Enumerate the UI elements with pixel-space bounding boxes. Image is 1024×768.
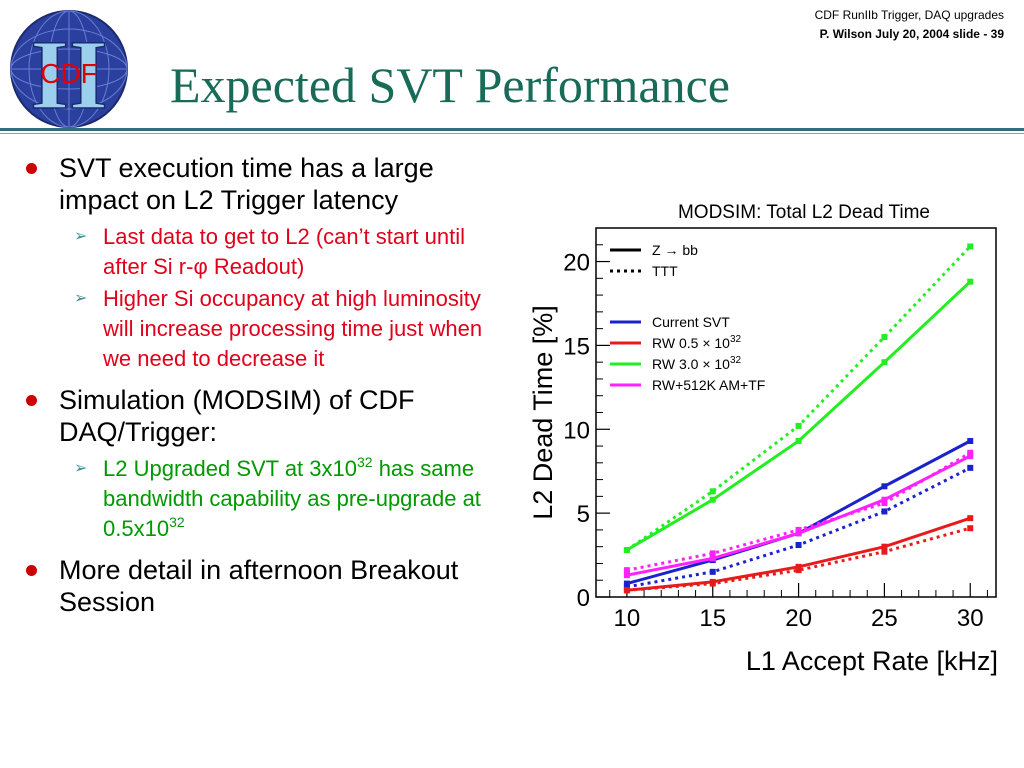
arrow-bullet-icon: ➢ (74, 460, 88, 477)
data-point (967, 278, 974, 285)
data-point (967, 243, 974, 250)
y-tick-label: 5 (577, 501, 590, 528)
bullet-item: SVT execution time has a large impact on… (22, 152, 512, 216)
data-point (881, 483, 888, 490)
legend-label: RW 0.5 × 1032 (652, 334, 742, 351)
bullet-dot-icon (26, 163, 37, 174)
data-point (795, 526, 802, 533)
data-point (795, 438, 802, 445)
y-axis-label: L2 Dead Time [%] (528, 305, 558, 520)
data-point (967, 438, 974, 445)
sub-bullet-item: ➢ Higher Si occupancy at high luminosity… (22, 284, 512, 374)
plot-frame (595, 227, 997, 598)
arrow-bullet-icon: ➢ (74, 290, 88, 307)
data-point (795, 422, 802, 429)
bullet-text: More detail in afternoon Breakout Sessio… (59, 555, 459, 617)
data-point (623, 547, 630, 554)
bullet-dot-icon (26, 565, 37, 576)
x-tick-label: 30 (957, 605, 984, 632)
data-point (881, 334, 888, 341)
data-point (967, 525, 974, 532)
arrow-bullet-icon: ➢ (74, 228, 88, 245)
x-tick-label: 15 (699, 605, 726, 632)
sub-bullet-text: L2 Upgraded SVT at 3x1032 has same bandw… (103, 454, 481, 541)
data-point (709, 568, 716, 575)
data-point (709, 496, 716, 503)
data-point (881, 543, 888, 550)
data-point (795, 542, 802, 549)
legend-label: RW+512K AM+TF (652, 377, 765, 393)
legend-label: RW 3.0 × 1032 (652, 355, 742, 372)
data-point (623, 580, 630, 587)
dead-time-chart: MODSIM: Total L2 Dead Time 0 5 10 15 20 10 15 20… (528, 202, 998, 676)
sub-bullet-text: Higher Si occupancy at high luminosity w… (103, 286, 483, 371)
data-point (881, 359, 888, 366)
y-tick-label: 10 (563, 417, 590, 444)
x-tick-label: 25 (871, 605, 898, 632)
data-point (967, 515, 974, 522)
data-point (623, 587, 630, 594)
svg-text:II: II (30, 19, 108, 130)
series-line (626, 439, 971, 586)
data-point (881, 496, 888, 503)
bullet-item: More detail in afternoon Breakout Sessio… (22, 554, 512, 618)
sub-bullet-item: ➢ Last data to get to L2 (can’t start un… (22, 222, 512, 282)
logo-text: CDF (40, 58, 98, 89)
y-tick-label: 0 (577, 585, 590, 612)
chart-title: MODSIM: Total L2 Dead Time (678, 202, 930, 223)
data-point (967, 464, 974, 471)
header-line-1: CDF RunIIb Trigger, DAQ upgrades (814, 8, 1004, 22)
series-line (626, 451, 971, 572)
series-line (626, 454, 971, 577)
data-point (795, 530, 802, 537)
title-divider (0, 128, 1024, 131)
data-point (881, 548, 888, 555)
data-point (881, 508, 888, 515)
legend-label: Z → bb (652, 242, 698, 258)
data-point (709, 555, 716, 562)
slide-header: CDF RunIIb Trigger, DAQ upgrades P. Wils… (815, 6, 1004, 43)
data-point (623, 567, 630, 574)
legend-label: TTT (652, 263, 678, 279)
data-point (881, 500, 888, 507)
data-point (795, 563, 802, 570)
bullet-text: Simulation (MODSIM) of CDF DAQ/Trigger: (59, 385, 415, 447)
data-point (623, 583, 630, 590)
y-tick-label: 15 (563, 333, 590, 360)
legend-label: Current SVT (652, 314, 730, 330)
cdf-logo: II CDF (10, 10, 128, 130)
series-line (626, 526, 971, 592)
data-point (967, 449, 974, 456)
x-tick-label: 20 (785, 605, 812, 632)
data-point (709, 580, 716, 587)
data-point (623, 572, 630, 579)
x-tick-label: 10 (614, 605, 641, 632)
y-tick-label: 20 (563, 250, 590, 277)
title-divider-thin (0, 133, 1024, 134)
x-axis-label: L1 Accept Rate [kHz] (746, 646, 998, 676)
bullet-item: Simulation (MODSIM) of CDF DAQ/Trigger: (22, 384, 512, 448)
header-line-2: P. Wilson July 20, 2004 slide - 39 (819, 26, 1004, 41)
data-point (795, 567, 802, 574)
sub-bullet-item: ➢ L2 Upgraded SVT at 3x1032 has same ban… (22, 454, 512, 544)
data-point (709, 488, 716, 495)
slide-title: Expected SVT Performance (170, 57, 730, 113)
bullet-text: SVT execution time has a large impact on… (59, 153, 434, 215)
bullet-dot-icon (26, 395, 37, 406)
sub-bullet-text: Last data to get to L2 (can’t start unti… (103, 224, 465, 279)
data-point (709, 550, 716, 557)
data-point (967, 453, 974, 460)
bullet-list: SVT execution time has a large impact on… (22, 152, 512, 624)
series-line (626, 245, 972, 552)
